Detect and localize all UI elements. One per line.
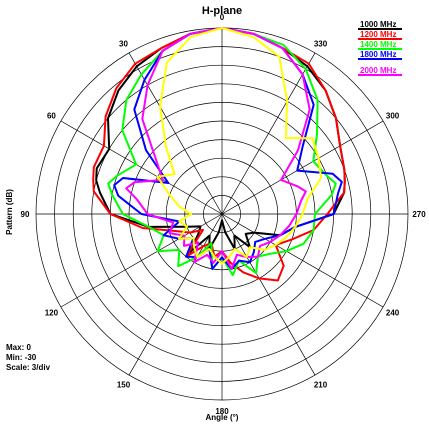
grid-spoke — [221, 120, 384, 215]
legend-label: 1000 MHz — [360, 20, 396, 29]
stat-max: Max: 0 — [6, 343, 31, 352]
angle-tick-label: 0 — [220, 13, 225, 22]
angle-tick-label: 150 — [117, 381, 131, 390]
grid-spoke — [221, 213, 316, 376]
grid-spoke — [221, 52, 316, 215]
series-line — [125, 27, 311, 270]
angle-tick-label: 330 — [314, 39, 328, 48]
angle-tick-labels: 0 30 60 90 120 150 180 210 240 270 300 330 — [21, 13, 427, 416]
angle-tick-label: 120 — [45, 309, 59, 318]
angle-tick-label: 90 — [21, 210, 30, 219]
angle-tick-label: 240 — [386, 309, 400, 318]
grid-spoke — [128, 213, 223, 376]
legend-label: 1200 MHz — [360, 30, 396, 39]
legend-label: 1400 MHz — [360, 40, 396, 49]
legend-label: 1800 MHz — [360, 50, 396, 59]
pattern-series — [92, 27, 346, 282]
angle-tick-label: 210 — [314, 381, 328, 390]
series-line — [156, 27, 322, 265]
polar-grid — [35, 27, 409, 401]
stat-min: Min: -30 — [6, 353, 37, 362]
angle-tick-label: 180 — [215, 407, 229, 416]
grid-spoke — [128, 52, 223, 215]
stat-scale: Scale: 3/div — [6, 363, 51, 372]
x-axis-label: Angle (°) — [206, 413, 239, 422]
grid-spoke — [60, 120, 223, 215]
grid-spoke — [221, 213, 384, 308]
angle-tick-label: 60 — [47, 112, 56, 121]
grid-spoke — [60, 213, 223, 308]
angle-tick-label: 30 — [119, 39, 128, 48]
y-axis-label: Pattern (dB) — [5, 189, 14, 235]
angle-tick-label: 270 — [412, 210, 426, 219]
legend-label: 2000 MHz — [360, 66, 396, 75]
chart-title: H-plane — [202, 5, 242, 17]
angle-tick-label: 300 — [386, 112, 400, 121]
